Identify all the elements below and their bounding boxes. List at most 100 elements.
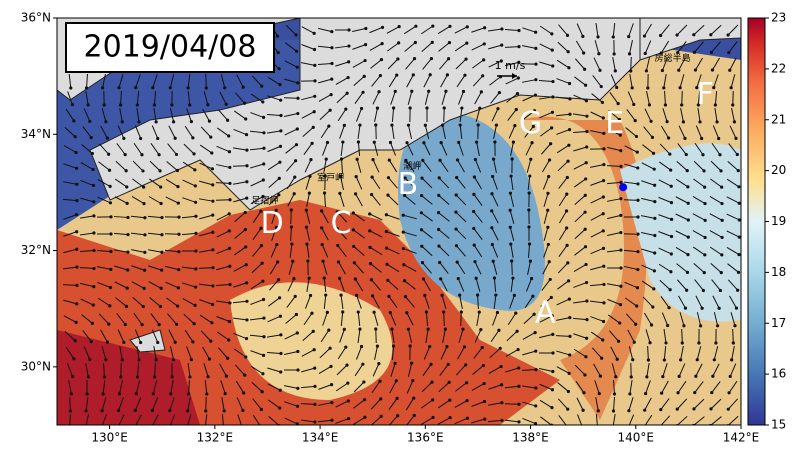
current-vector-head: [329, 365, 332, 368]
current-vector-head: [87, 375, 90, 378]
current-vector-head: [730, 86, 733, 89]
current-vector-head: [490, 209, 493, 212]
current-vector-head: [699, 324, 702, 327]
current-vector-head: [395, 379, 398, 382]
current-vector-head: [676, 408, 679, 411]
current-vector-head: [156, 341, 159, 344]
current-vector-head: [177, 233, 180, 236]
current-vector-head: [392, 344, 395, 347]
current-vector-head: [385, 230, 388, 233]
current-vector-head: [649, 120, 652, 123]
current-vector-head: [352, 245, 355, 248]
current-vector-head: [312, 330, 315, 333]
current-vector: [682, 329, 683, 343]
current-vector-head: [425, 310, 428, 313]
current-vector-head: [294, 33, 297, 36]
current-vector-head: [481, 74, 484, 77]
current-vector-head: [278, 83, 281, 86]
current-vector-head: [680, 103, 683, 106]
current-vector-head: [275, 243, 278, 246]
current-vector-head: [108, 169, 111, 172]
current-vector-head: [431, 25, 434, 28]
current-vector-head: [442, 310, 445, 313]
current-vector-head: [354, 277, 357, 280]
current-vector-head: [307, 276, 310, 279]
current-vector-head: [644, 52, 647, 55]
current-vector-head: [551, 370, 554, 373]
current-vector-head: [158, 323, 161, 326]
current-vector-head: [361, 363, 364, 366]
current-vector-head: [534, 78, 537, 81]
current-vector-head: [85, 86, 88, 89]
current-vector-head: [126, 287, 129, 290]
current-vector-head: [194, 249, 197, 252]
current-vector-head: [687, 236, 690, 239]
current-vector-head: [122, 137, 125, 140]
current-vector-head: [279, 333, 282, 336]
y-tick-label: 32°N: [21, 243, 51, 257]
current-vector-head: [602, 283, 605, 286]
current-vector-head: [619, 231, 622, 234]
current-vector-head: [143, 287, 146, 290]
current-vector-head: [627, 409, 630, 412]
current-vector-head: [463, 345, 466, 348]
current-vector-head: [585, 161, 588, 164]
current-vector-head: [155, 358, 158, 361]
current-vector-head: [190, 120, 193, 123]
current-vector-head: [670, 218, 673, 221]
current-vector-head: [124, 153, 127, 156]
current-vector-head: [477, 123, 480, 126]
current-vector-head: [421, 261, 424, 264]
current-vector-head: [567, 144, 570, 147]
region-letter: E: [605, 106, 624, 141]
current-vector-head: [386, 279, 389, 282]
current-vector-head: [534, 350, 537, 353]
current-vector-head: [330, 93, 333, 96]
current-vector-head: [402, 247, 405, 250]
current-vector-head: [636, 215, 639, 218]
current-vector-head: [296, 350, 299, 353]
current-vector-head: [439, 277, 442, 280]
current-vector-head: [259, 425, 262, 428]
current-vector-head: [619, 303, 622, 306]
current-vector-head: [357, 310, 360, 313]
current-vector-head: [296, 97, 299, 100]
current-vector-head: [464, 58, 467, 61]
current-vector-head: [517, 403, 520, 406]
current-vector-head: [68, 426, 71, 429]
current-vector-head: [675, 33, 678, 36]
current-vector-head: [92, 214, 95, 217]
current-vector-head: [702, 289, 705, 292]
current-vector-head: [635, 135, 638, 138]
current-vector-head: [414, 25, 417, 28]
colorbar-tick-label: 15: [771, 418, 786, 432]
current-vector-head: [368, 246, 371, 249]
current-vector-head: [460, 310, 463, 313]
current-vector-head: [327, 329, 330, 332]
current-vector-head: [466, 25, 469, 28]
current-vector-head: [313, 110, 316, 113]
current-vector-head: [500, 419, 503, 422]
current-vector-head: [305, 242, 308, 245]
current-vector-head: [126, 251, 129, 254]
current-vector-head: [339, 293, 342, 296]
current-vector-head: [437, 211, 440, 214]
current-vector-head: [648, 103, 651, 106]
current-vector-head: [516, 348, 519, 351]
current-vector-head: [714, 103, 717, 106]
current-vector-head: [358, 327, 361, 330]
current-vector-head: [437, 194, 440, 197]
colorbar-tick-label: 23: [771, 11, 786, 25]
region-letter: C: [331, 206, 352, 241]
current-vector-head: [546, 209, 549, 212]
current-vector-head: [343, 124, 346, 127]
current-vector-head: [160, 216, 163, 219]
current-vector-head: [474, 158, 477, 161]
x-tick-label: 130°E: [91, 431, 128, 445]
current-vector-head: [734, 137, 737, 140]
current-vector-head: [330, 30, 333, 33]
current-vector-head: [106, 137, 109, 140]
current-vector-head: [582, 391, 585, 394]
current-vector-head: [347, 60, 350, 63]
current-vector-head: [692, 33, 695, 36]
